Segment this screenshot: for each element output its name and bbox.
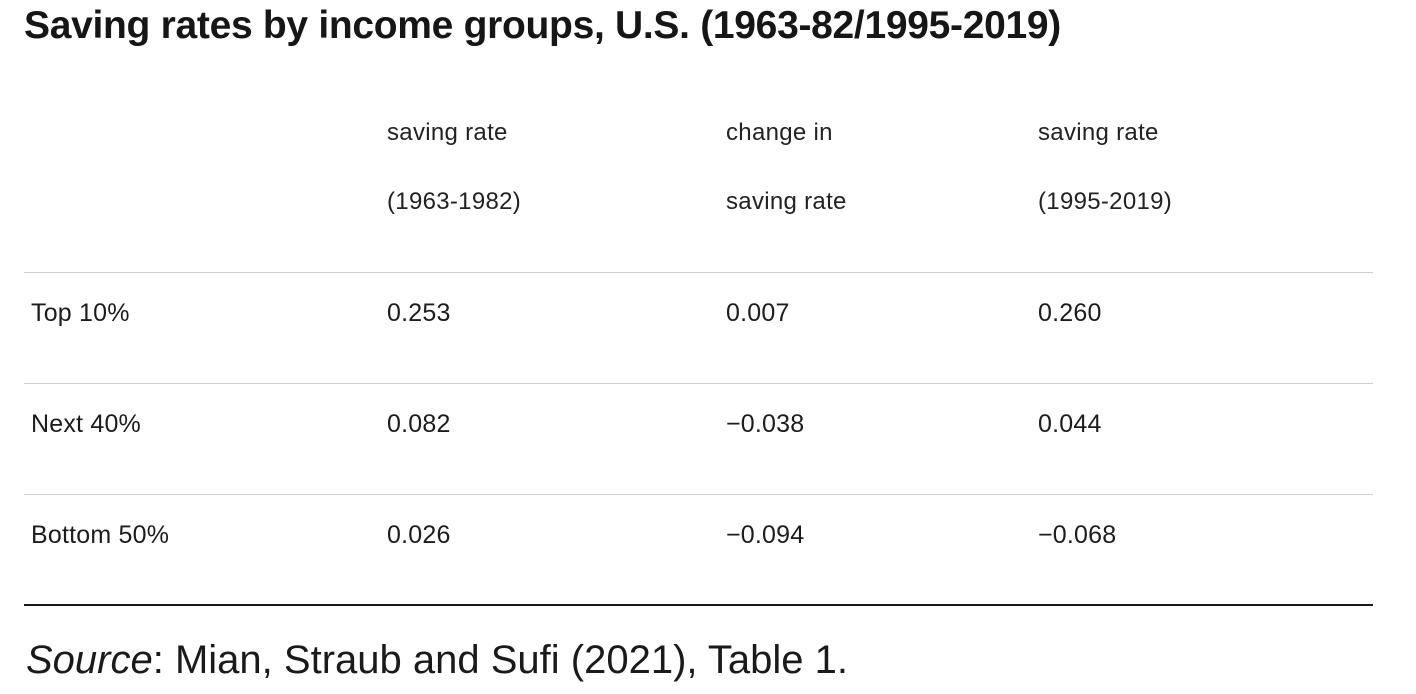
table-cell: −0.094 [726,521,805,549]
table-cell: −0.068 [1038,521,1117,549]
column-header-line2: (1963-1982) [387,188,522,215]
row-label: Bottom 50% [31,521,170,549]
column-header-line1: saving rate [387,119,508,146]
table-cell: 0.026 [387,521,451,549]
row-label: Next 40% [31,410,141,438]
row-label: Top 10% [31,299,130,327]
column-header-line2: saving rate [726,188,847,215]
table-cell: 0.260 [1038,299,1102,327]
table-cell: 0.007 [726,299,790,327]
row-divider [24,272,1373,273]
table-cell: 0.044 [1038,410,1102,438]
row-divider [24,383,1373,384]
column-header-line1: change in [726,119,833,146]
row-divider [24,494,1373,495]
column-header-line2: (1995-2019) [1038,188,1173,215]
source-label: Source [26,638,153,682]
source-text: : Mian, Straub and Sufi (2021), Table 1. [152,638,848,682]
column-header-line1: saving rate [1038,119,1159,146]
table-cell: −0.038 [726,410,805,438]
table-bottom-rule [24,604,1373,606]
table-cell: 0.082 [387,410,451,438]
source-note: Source: Mian, Straub and Sufi (2021), Ta… [26,636,848,684]
chart-title: Saving rates by income groups, U.S. (196… [24,4,1061,47]
table-cell: 0.253 [387,299,451,327]
